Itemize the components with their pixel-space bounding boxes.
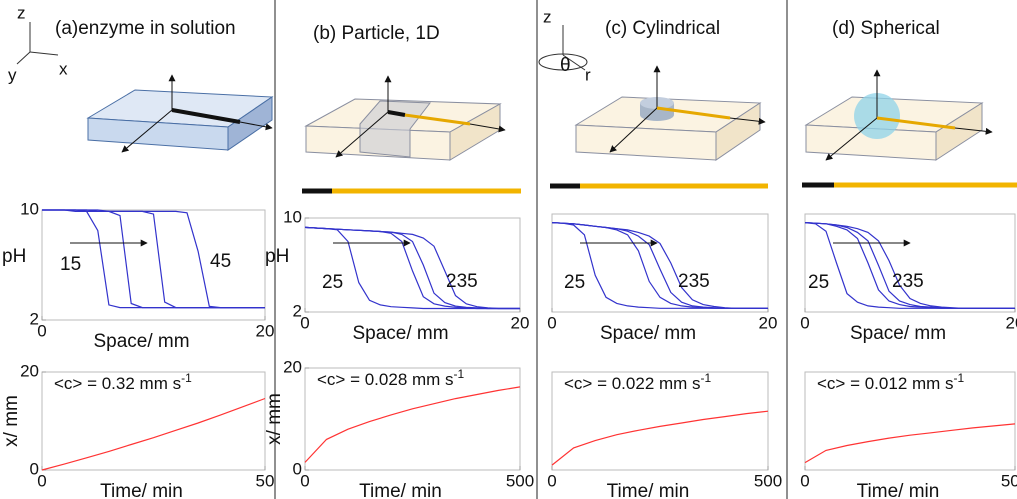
annotation: 25: [322, 272, 343, 293]
x-tick-label: 500: [754, 471, 782, 490]
annotation-text: <c> = 0.32 mm s: [54, 374, 181, 393]
x-axis-label: Space/ mm: [93, 331, 189, 352]
x-tick-label: 500: [1001, 471, 1017, 490]
annotation: <c> = 0.028 mm s-1: [317, 367, 465, 389]
axis-glyph-label: z: [17, 3, 26, 22]
plot-frame: [304, 217, 521, 313]
x-axis-label: Space/ mm: [850, 323, 946, 344]
schematic-b: [304, 75, 506, 161]
axis-glyph: [538, 25, 588, 71]
y-axis-label: x/ mm: [264, 393, 285, 445]
x-axis-label: Space/ mm: [352, 323, 448, 344]
y-tick-label: 10: [20, 199, 39, 218]
x-tick-label: 0: [300, 471, 309, 490]
annotation-text: <c> = 0.028 mm s: [317, 370, 454, 389]
annotation-sup: -1: [181, 371, 192, 385]
annotation: 25: [564, 272, 585, 293]
schematic-d: [804, 69, 993, 161]
y-axis-label: pH: [2, 246, 26, 267]
x-tick-label: 50: [256, 471, 275, 490]
x-tick-label: 0: [300, 313, 309, 332]
x-axis-label: Time/ min: [857, 481, 940, 499]
particle-bar: [302, 182, 1017, 194]
annotation-sup: -1: [701, 371, 712, 385]
series-line: [804, 423, 1016, 464]
x-tick-label: 20: [1006, 313, 1017, 332]
annotation: 235: [678, 271, 710, 292]
y-tick-label: 0: [293, 459, 302, 478]
y-tick-label: 2: [30, 309, 39, 328]
annotation-text: <c> = 0.012 mm s: [817, 374, 954, 393]
x-tick-label: 0: [800, 313, 809, 332]
y-tick-label: 2: [293, 301, 302, 320]
series-line: [304, 226, 520, 310]
x-tick-label: 0: [547, 471, 556, 490]
plot-frame: [551, 371, 769, 471]
plot-frame: [41, 371, 266, 471]
y-tick-label: 0: [30, 459, 39, 478]
x-tick-label: 0: [37, 321, 46, 340]
panel-title: (b) Particle, 1D: [313, 23, 440, 44]
plot-frame: [804, 371, 1016, 471]
plot-frame: [804, 213, 1016, 313]
series-line: [42, 209, 265, 309]
series-line: [804, 222, 1015, 309]
plot-frame: [304, 367, 521, 471]
y-tick-label: 20: [20, 361, 39, 380]
series-line: [804, 222, 1015, 309]
x-tick-label: 20: [759, 313, 778, 332]
axis-glyph-label: x: [59, 59, 68, 78]
y-axis-label: x/ mm: [1, 395, 22, 447]
x-axis-label: Time/ min: [100, 481, 183, 499]
axis-glyph-label: θ: [560, 55, 571, 76]
axis-glyph-label: y: [8, 65, 17, 84]
x-tick-label: 0: [547, 313, 556, 332]
x-axis-label: Space/ mm: [600, 323, 696, 344]
annotation: 25: [808, 272, 829, 293]
x-tick-label: 20: [511, 313, 530, 332]
annotation: 15: [60, 254, 81, 275]
series-line: [551, 410, 769, 466]
y-axis-label: pH: [265, 246, 289, 267]
annotation: <c> = 0.32 mm s-1: [54, 371, 192, 393]
panel-title: (d) Spherical: [832, 18, 940, 39]
schematic-a: [86, 74, 274, 153]
annotation-sup: -1: [954, 371, 965, 385]
series-line: [551, 222, 768, 309]
axis-glyph-label: z: [543, 7, 552, 26]
series-line: [304, 226, 520, 310]
series-line: [804, 222, 1015, 309]
x-tick-label: 500: [506, 471, 534, 490]
plot-frame: [551, 213, 769, 313]
series-line: [804, 222, 1015, 309]
plot-frame: [41, 209, 266, 321]
annotation: 45: [210, 251, 231, 272]
x-axis-label: Time/ min: [359, 481, 442, 499]
annotation: 235: [446, 271, 478, 292]
schematic-c: [574, 65, 766, 161]
panel-title: (a)enzyme in solution: [55, 18, 236, 39]
x-axis-label: Time/ min: [607, 481, 690, 499]
annotation: 235: [892, 271, 924, 292]
axis-glyph-label: r: [585, 65, 591, 84]
annotation: <c> = 0.022 mm s-1: [564, 371, 712, 393]
series-line: [41, 397, 266, 471]
panel-title: (c) Cylindrical: [605, 18, 720, 39]
axis-glyph: [16, 22, 59, 65]
x-tick-label: 0: [37, 471, 46, 490]
annotation-text: <c> = 0.022 mm s: [564, 374, 701, 393]
series-line: [551, 222, 768, 309]
annotation-sup: -1: [454, 367, 465, 381]
x-tick-label: 20: [256, 321, 275, 340]
annotation: <c> = 0.012 mm s-1: [817, 371, 965, 393]
series-line: [304, 386, 521, 463]
y-tick-label: 20: [283, 357, 302, 376]
y-tick-label: 10: [283, 207, 302, 226]
x-tick-label: 0: [800, 471, 809, 490]
series-line: [304, 226, 520, 310]
series-line: [304, 226, 520, 310]
